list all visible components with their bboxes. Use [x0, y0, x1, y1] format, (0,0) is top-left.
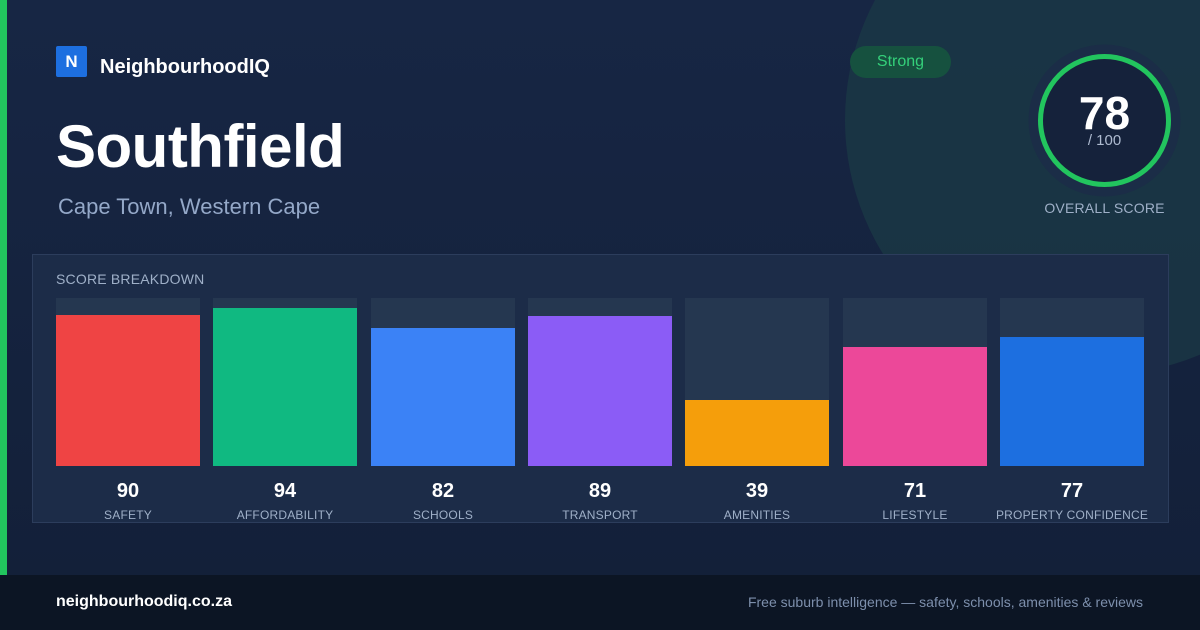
bar-value: 77 [1060, 480, 1084, 502]
bar-label: SAFETY [104, 508, 152, 522]
bar-value: 89 [588, 480, 612, 502]
bar-track [528, 298, 672, 466]
bar-value: 94 [273, 480, 297, 502]
bar-label: AFFORDABILITY [236, 508, 334, 522]
overall-score-ring [1028, 44, 1181, 197]
bar-value: 39 [745, 480, 769, 502]
bar-value: 82 [431, 480, 455, 502]
bar-label: PROPERTY CONFIDENCE [995, 508, 1149, 522]
bar-fill [56, 315, 200, 466]
bar-track [213, 298, 357, 466]
score-ring-progress [1038, 54, 1171, 187]
accent-bar [0, 0, 7, 575]
bar-track [843, 298, 987, 466]
brand-name: NeighbourhoodIQ [100, 56, 270, 78]
bar-label: AMENITIES [723, 508, 791, 522]
footer [0, 575, 1200, 630]
bar-fill [685, 400, 829, 466]
bar-fill [528, 316, 672, 466]
overall-score-label: OVERALL SCORE [1044, 200, 1165, 216]
bar-track [371, 298, 515, 466]
suburb-location: Cape Town, Western Cape [58, 194, 321, 219]
bar-track [1000, 298, 1144, 466]
bar-value: 90 [116, 480, 140, 502]
bar-fill [213, 308, 357, 466]
bar-track [685, 298, 829, 466]
rating-badge: Strong [850, 46, 951, 78]
footer-url: neighbourhoodiq.co.za [56, 593, 232, 610]
bar-label: SCHOOLS [412, 508, 474, 522]
bar-label: TRANSPORT [562, 508, 638, 522]
overall-score-max: / 100 [1087, 132, 1122, 149]
bar-value: 71 [903, 480, 927, 502]
bar-track [56, 298, 200, 466]
bar-fill [371, 328, 515, 466]
score-breakdown-title: SCORE BREAKDOWN [56, 271, 205, 287]
footer-tagline: Free suburb intelligence — safety, schoo… [747, 594, 1143, 610]
bar-fill [843, 347, 987, 466]
suburb-title: Southfield [56, 113, 345, 180]
bar-fill [1000, 337, 1144, 466]
logo-icon: N [56, 46, 87, 77]
bar-label: LIFESTYLE [882, 508, 948, 522]
overall-score-value: 78 [1078, 87, 1131, 139]
